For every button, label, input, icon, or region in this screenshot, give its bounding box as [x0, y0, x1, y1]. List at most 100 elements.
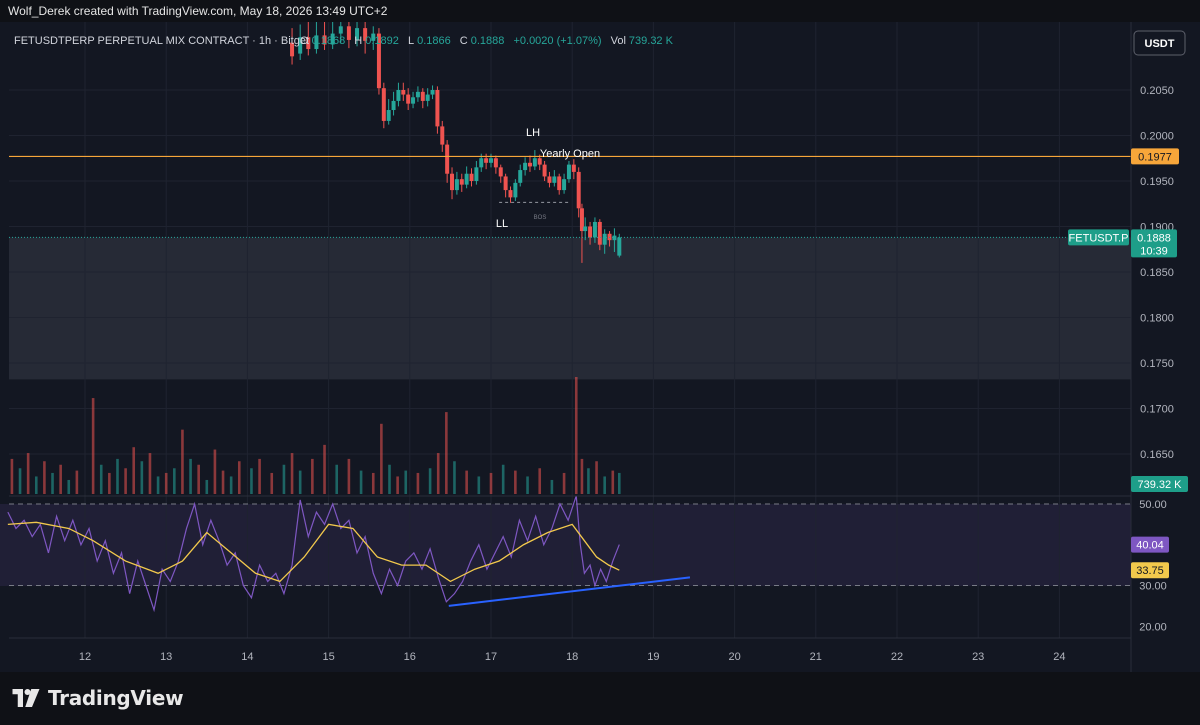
date-tick-label: 22 — [891, 651, 903, 663]
price-tick-label: 0.1750 — [1140, 358, 1174, 370]
svg-text:10:39: 10:39 — [1140, 245, 1168, 257]
volume-bar — [229, 476, 233, 494]
candle-body — [346, 26, 351, 40]
volume-bar — [595, 461, 598, 494]
date-tick-label: 13 — [160, 651, 172, 663]
candle-body — [579, 208, 584, 232]
candle-body — [518, 170, 523, 183]
candle-body — [508, 190, 513, 198]
volume-bar — [603, 476, 606, 494]
volume-bar — [18, 468, 22, 494]
credit-text: Wolf_Derek created with TradingView.com,… — [8, 4, 388, 18]
candle-body — [484, 158, 489, 163]
volume-bar — [562, 472, 566, 494]
candle-body — [381, 88, 386, 121]
candle-body — [425, 94, 430, 101]
candle-body — [306, 37, 311, 50]
tradingview-wordmark: TradingView — [48, 686, 184, 710]
volume-bar — [428, 468, 432, 494]
candle-body — [532, 158, 537, 167]
volume-bar — [270, 472, 274, 494]
volume-bar — [116, 458, 119, 494]
legend-ohlc: O 0.1868 H 0.1892 L 0.1866 C 0.1888 +0.0020 … — [300, 35, 674, 47]
candle-body — [454, 179, 459, 191]
candle-body — [513, 182, 518, 198]
volume-bar — [10, 458, 14, 494]
volume-bar — [347, 458, 351, 494]
candle-body — [597, 221, 602, 245]
volume-value-tag: 739.32 K — [1131, 476, 1188, 492]
volume-bar — [164, 472, 168, 494]
candle-body — [430, 90, 435, 95]
tradingview-logo[interactable]: TradingView — [12, 686, 184, 710]
candle-body — [489, 158, 493, 163]
volume-bar — [213, 449, 217, 494]
candle-body — [571, 164, 576, 172]
candle-body — [401, 90, 406, 95]
candle-body — [493, 158, 498, 168]
candle-body — [542, 164, 547, 177]
currency-button-label[interactable]: USDT — [1145, 38, 1175, 50]
svg-text:40.04: 40.04 — [1136, 540, 1164, 552]
volume-bar — [388, 464, 391, 494]
volume-bar — [99, 464, 103, 494]
candle-body — [547, 176, 552, 183]
date-tick-label: 23 — [972, 651, 984, 663]
branding-bar: TradingView — [0, 672, 1200, 725]
candle-body — [371, 33, 376, 41]
volume-bar — [181, 429, 184, 494]
price-tick-label: 0.1800 — [1140, 313, 1174, 325]
volume-bar — [132, 447, 136, 494]
candle-body — [498, 167, 503, 177]
candle-body — [386, 110, 391, 121]
legend-symbol: FETUSDTPERP PERPETUAL MIX CONTRACT · 1h … — [14, 35, 309, 47]
candle-body — [552, 176, 557, 183]
svg-text:0.1977: 0.1977 — [1138, 151, 1172, 163]
volume-bar — [453, 461, 456, 494]
candle-body — [290, 42, 295, 57]
rsi-band — [0, 504, 1131, 586]
candle-body — [406, 94, 411, 104]
volume-bar — [59, 464, 62, 494]
volume-bar — [477, 476, 481, 494]
volume-bar — [237, 461, 241, 494]
price-chart[interactable]: 0.20500.20000.19500.19000.18500.18000.17… — [0, 22, 1200, 672]
candle-body — [459, 179, 464, 185]
candle-body — [415, 91, 420, 98]
date-tick-label: 18 — [566, 651, 578, 663]
candle-body — [592, 221, 597, 238]
volume-bar — [221, 470, 225, 494]
price-tick-label: 0.1950 — [1140, 176, 1174, 188]
rsi-ma-value-tag: 33.75 — [1131, 562, 1169, 579]
yearly-open-label: Yearly Open — [540, 148, 600, 160]
volume-bar — [258, 458, 261, 494]
candle-body — [566, 164, 571, 180]
rsi-tick-label: 20.00 — [1139, 621, 1167, 633]
price-tick-label: 0.2000 — [1140, 131, 1174, 143]
candle-body — [376, 33, 381, 89]
legend-high-label: H — [354, 35, 362, 47]
candle-body — [314, 35, 319, 50]
volume-bar — [416, 472, 420, 494]
candle-body — [450, 173, 455, 191]
rsi-pane — [7, 495, 620, 613]
volume-bar — [445, 412, 448, 494]
rsi-tick-label: 50.00 — [1139, 499, 1167, 511]
currency-button[interactable]: USDT — [1133, 30, 1186, 56]
candle-body — [435, 90, 440, 127]
candle-body — [479, 158, 484, 168]
volume-bars — [10, 377, 621, 494]
candle-body — [474, 167, 479, 181]
volume-bar — [197, 464, 200, 494]
svg-text:FETUSDT.P: FETUSDT.P — [1069, 232, 1129, 244]
legend-close-label: C — [460, 35, 468, 47]
volume-bar — [580, 458, 584, 494]
candle-body — [617, 237, 622, 256]
date-tick-label: 19 — [647, 651, 659, 663]
legend-close-value: 0.1888 — [471, 35, 505, 47]
volume-bar — [205, 479, 209, 494]
date-tick-label: 17 — [485, 651, 497, 663]
rsi-value-tag: 40.04 — [1131, 536, 1169, 553]
volume-bar — [587, 468, 590, 494]
rsi-trendline — [448, 576, 691, 607]
